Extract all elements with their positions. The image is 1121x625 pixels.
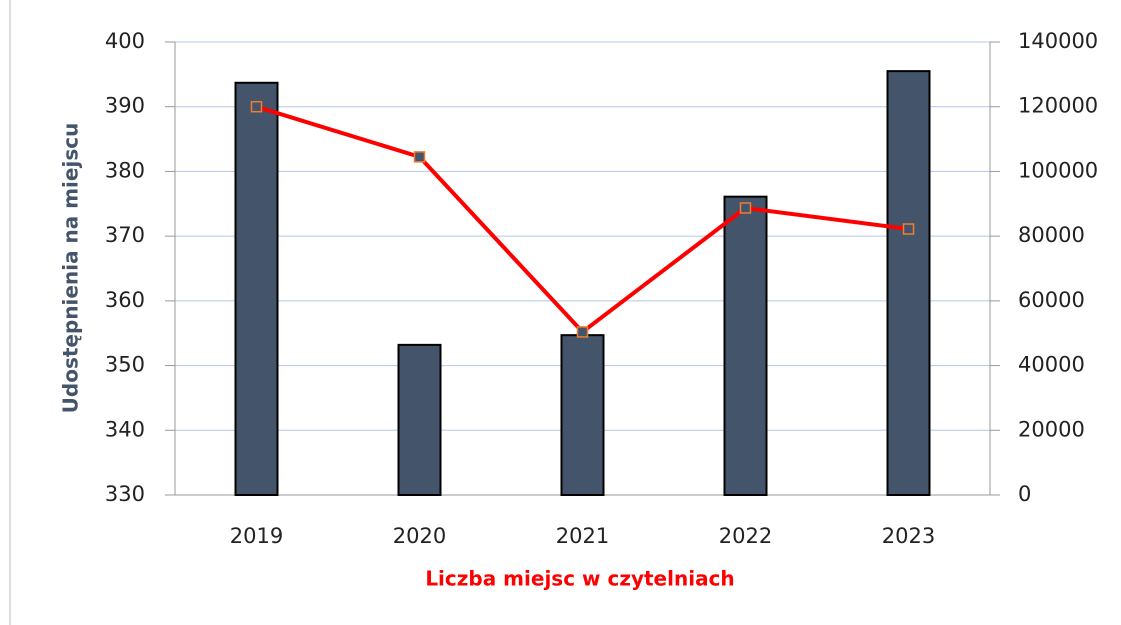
y-tick-label: 350 <box>105 353 145 377</box>
y2-tick-label: 20000 <box>1018 417 1085 441</box>
bar <box>560 334 605 496</box>
y-tick-label: 340 <box>105 417 145 441</box>
y2-tick-label: 100000 <box>1018 158 1098 182</box>
x-tick-label: 2021 <box>556 524 609 548</box>
y-tick-label: 400 <box>105 29 145 53</box>
line-marker <box>576 326 589 338</box>
x-tick-label: 2019 <box>230 524 283 548</box>
y2-tick-label: 140000 <box>1018 29 1098 53</box>
y-axis-label: Udostępnienia na miejscu <box>59 123 83 414</box>
y2-tick-label: 80000 <box>1018 223 1085 247</box>
bar <box>234 81 279 497</box>
y-tick-label: 370 <box>105 223 145 247</box>
line-marker <box>413 151 426 163</box>
y2-tick-label: 40000 <box>1018 353 1085 377</box>
y-tick-label: 390 <box>105 94 145 118</box>
x-tick-label: 2022 <box>719 524 772 548</box>
line-marker <box>250 100 263 113</box>
bar <box>886 70 931 496</box>
line <box>255 104 909 335</box>
line-marker <box>902 223 915 235</box>
x-axis-label: Liczba miejsc w czytelniach <box>425 567 734 591</box>
y-tick-label: 380 <box>105 158 145 182</box>
y-tick-label: 360 <box>105 288 145 312</box>
y2-tick-label: 120000 <box>1018 94 1098 118</box>
x-tick-label: 2023 <box>882 524 935 548</box>
y-tick-label: 330 <box>105 482 145 506</box>
bar <box>723 195 768 496</box>
y2-tick-label: 0 <box>1018 482 1031 506</box>
x-tick-label: 2020 <box>393 524 446 548</box>
y2-tick-label: 60000 <box>1018 288 1085 312</box>
line-marker <box>739 202 752 214</box>
bar <box>397 343 442 496</box>
